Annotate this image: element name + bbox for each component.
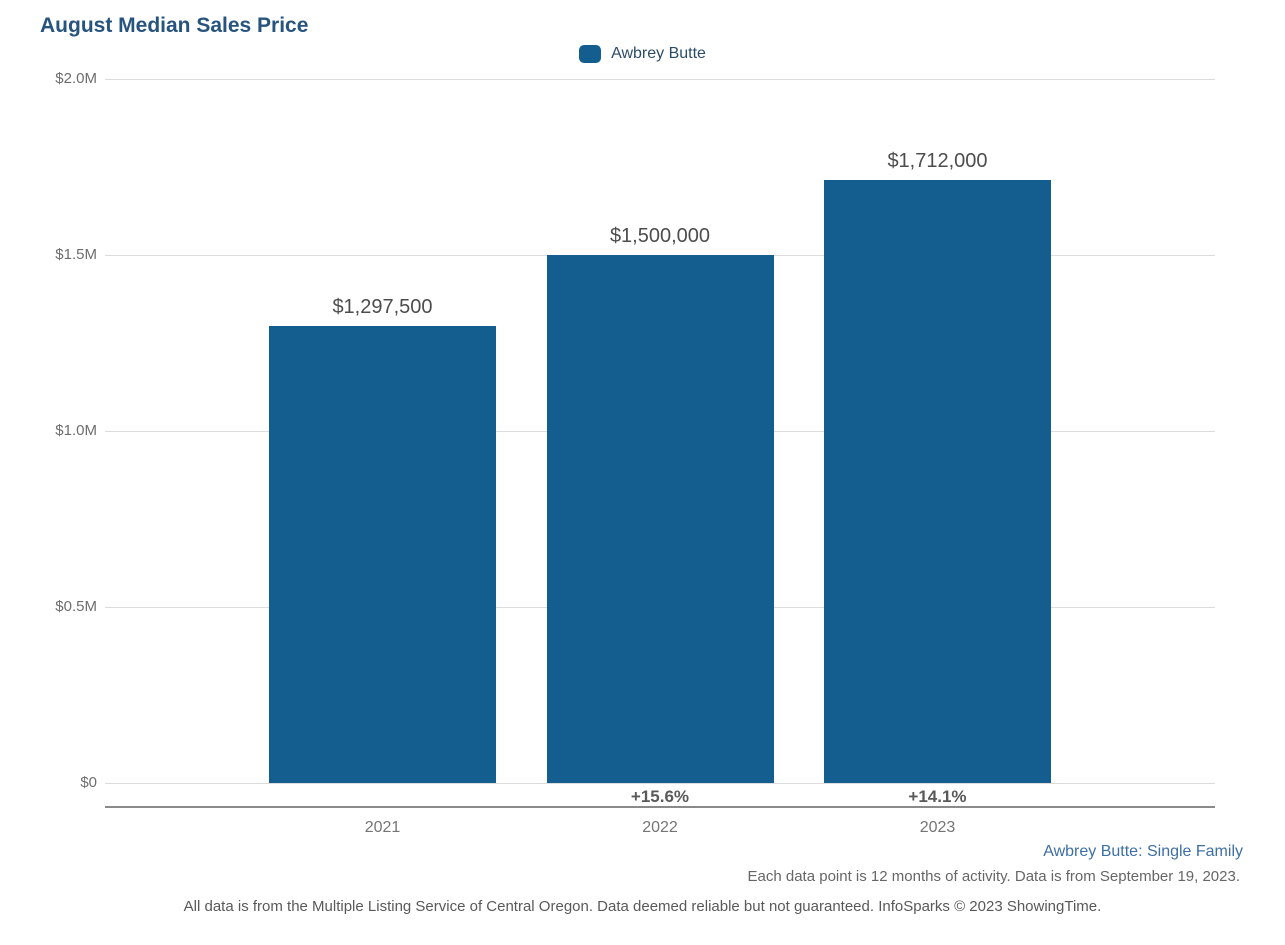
y-axis-tick-label: $0 (80, 774, 97, 791)
y-axis-tick-label: $1.5M (55, 246, 97, 263)
x-axis-tick-label-2022: 2022 (642, 819, 678, 836)
pct-change-label-2022: +15.6% (630, 787, 690, 806)
disclaimer: All data is from the Multiple Listing Se… (183, 898, 1102, 915)
pct-change-label-2023: +14.1% (908, 787, 967, 806)
series-descriptor: Awbrey Butte: Single Family (1043, 843, 1243, 860)
bar-value-label-2023: $1,712,000 (887, 150, 988, 172)
gridline (105, 783, 1215, 784)
y-axis-tick-label: $1.0M (55, 422, 97, 439)
bar-value-label-2021: $1,297,500 (332, 296, 433, 318)
bar-2022[interactable] (546, 255, 774, 783)
plot-area: $1,297,500 2021 $1,500,000 +15.6% 2022 $1,712… (105, 79, 1215, 836)
x-axis-tick-label-2023: 2023 (919, 819, 956, 836)
legend-swatch-icon (579, 45, 602, 63)
legend: Awbrey Butte (0, 45, 1285, 63)
legend-label: Awbrey Butte (611, 45, 706, 62)
bar-2021[interactable] (269, 326, 496, 783)
chart-title: August Median Sales Price (40, 14, 309, 37)
data-note: Each data point is 12 months of activity… (747, 868, 1240, 885)
y-axis-tick-label: $2.0M (55, 70, 97, 87)
bar-2023[interactable] (824, 180, 1051, 783)
bar-value-label-2022: $1,500,000 (609, 225, 711, 247)
y-axis-tick-label: $0.5M (55, 598, 97, 615)
x-axis-tick-label-2021: 2021 (364, 819, 401, 836)
gridline (105, 79, 1215, 80)
x-axis-line (105, 806, 1215, 808)
legend-item-awbrey-butte[interactable]: Awbrey Butte (579, 45, 706, 63)
